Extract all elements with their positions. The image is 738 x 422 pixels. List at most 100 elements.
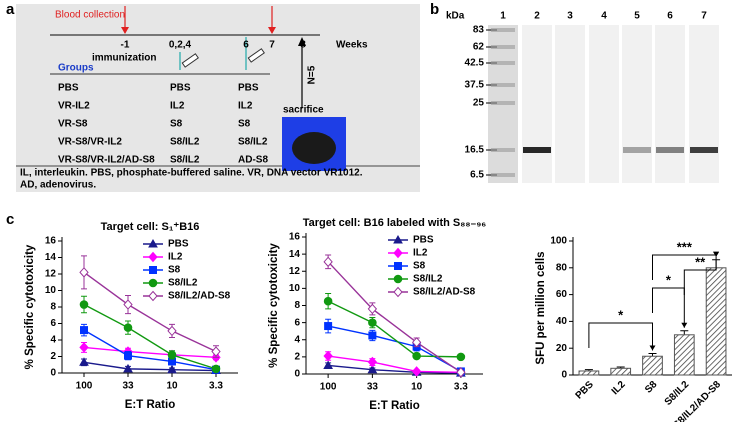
x-tick-label: IL2 [610, 379, 628, 397]
y-tick-label: 16 [45, 236, 57, 247]
x-tick-label: PBS [574, 379, 597, 402]
y-tick-label: 8 [50, 302, 56, 313]
syringe [247, 48, 265, 63]
marker [211, 346, 221, 357]
kda: kDa [446, 11, 465, 22]
ladder-band [491, 28, 515, 32]
y-tick-label: 100 [550, 236, 567, 247]
marker [368, 318, 377, 327]
marker [167, 364, 177, 374]
group-cell: VR-S8/VR-IL2 [58, 137, 122, 148]
y-tick-label: 0 [50, 368, 56, 379]
group-cell: IL2 [238, 101, 253, 112]
timeline-label: 0,2,4 [169, 40, 192, 51]
x-tick-label: S8/IL2 [663, 379, 692, 408]
series-line [83, 303, 217, 370]
marker [148, 290, 158, 302]
lane-label: 5 [634, 11, 640, 22]
marker [79, 342, 89, 353]
marker [367, 356, 378, 368]
bracket-arrow [681, 322, 688, 328]
legend-label: PBS [168, 239, 189, 250]
group-cell: S8/IL2 [170, 137, 200, 148]
lane [589, 25, 619, 183]
marker [167, 325, 177, 337]
footnote: AD, adenovirus. [20, 180, 96, 191]
y-tick-label: 2 [50, 351, 56, 362]
y-axis-label: SFU per million cells [535, 251, 547, 364]
marker [123, 363, 133, 373]
bar [642, 355, 663, 376]
y-tick-label: 10 [289, 283, 301, 294]
group-cell: S8/IL2 [170, 155, 200, 166]
x-tick-label: 3.3 [209, 381, 223, 392]
group-cell: S8 [170, 119, 183, 130]
marker [79, 267, 89, 278]
x-axis-label: E:T Ratio [125, 399, 175, 411]
timeline-label: 7 [269, 40, 275, 51]
blood-collection: Blood collection [55, 10, 125, 21]
series-line [83, 271, 217, 353]
lane-label: 3 [567, 11, 573, 22]
band [523, 147, 551, 153]
panel-label: c [6, 211, 14, 228]
y-tick-label: 40 [556, 316, 568, 327]
n-label: N=5 [307, 65, 318, 84]
group-cell: VR-S8/VR-IL2/AD-S8 [58, 155, 155, 166]
y-axis-label: % Specific cytotoxicity [24, 244, 36, 369]
x-tick-label: 10 [166, 381, 178, 392]
marker [211, 364, 221, 374]
y-tick-label: 4 [294, 334, 300, 345]
y-tick-label: 12 [289, 266, 301, 277]
marker [367, 303, 378, 315]
marker [149, 266, 157, 274]
lane [622, 25, 652, 183]
lane [522, 25, 552, 183]
timeline-label: 8 [300, 40, 306, 51]
group-cell: VR-IL2 [58, 101, 90, 112]
marker [167, 350, 177, 360]
band [623, 147, 651, 153]
x-tick-label: 100 [320, 382, 337, 393]
marker [124, 351, 132, 360]
y-tick-label: 0 [561, 370, 567, 381]
marker [411, 366, 422, 377]
significance-label: * [666, 272, 672, 287]
x-tick-label: S8 [643, 379, 660, 396]
y-tick-label: 8 [294, 300, 300, 311]
mouse [292, 132, 336, 164]
marker [324, 322, 333, 331]
chart-title: Target cell: S₁⁺B16 [101, 221, 200, 233]
blood-arrow-head [121, 27, 129, 34]
bar [673, 334, 695, 376]
significance-bracket [683, 256, 717, 295]
group-cell: AD-S8 [238, 155, 268, 166]
lane [655, 25, 685, 183]
marker-label: 42.5 [465, 58, 485, 69]
group-cell: S8 [238, 119, 251, 130]
marker [394, 262, 402, 270]
marker-label: 6.5 [470, 170, 484, 181]
marker-label: 37.5 [465, 80, 485, 91]
marker [148, 251, 158, 263]
legend-label: PBS [413, 235, 434, 246]
y-axis-label: % Specific cytotoxicity [268, 243, 280, 368]
marker [393, 234, 403, 244]
chart-title: Target cell: B16 labeled with S₈₈₋₉₆ [303, 217, 487, 229]
x-tick-label: 3.3 [454, 382, 468, 393]
bracket-arrow [713, 251, 720, 257]
lane [555, 25, 585, 183]
legend-label: S8 [168, 265, 181, 276]
significance-label: ** [695, 254, 706, 269]
bar [610, 367, 632, 376]
group-cell: S8/IL2 [238, 137, 268, 148]
marker [323, 350, 333, 362]
y-tick-label: 60 [556, 289, 568, 300]
y-tick-label: 6 [50, 318, 56, 329]
marker [79, 300, 89, 309]
marker [148, 278, 158, 288]
lane-label: 1 [500, 11, 506, 22]
marker [367, 364, 378, 374]
y-tick-label: 2 [294, 352, 300, 363]
marker [456, 352, 466, 362]
